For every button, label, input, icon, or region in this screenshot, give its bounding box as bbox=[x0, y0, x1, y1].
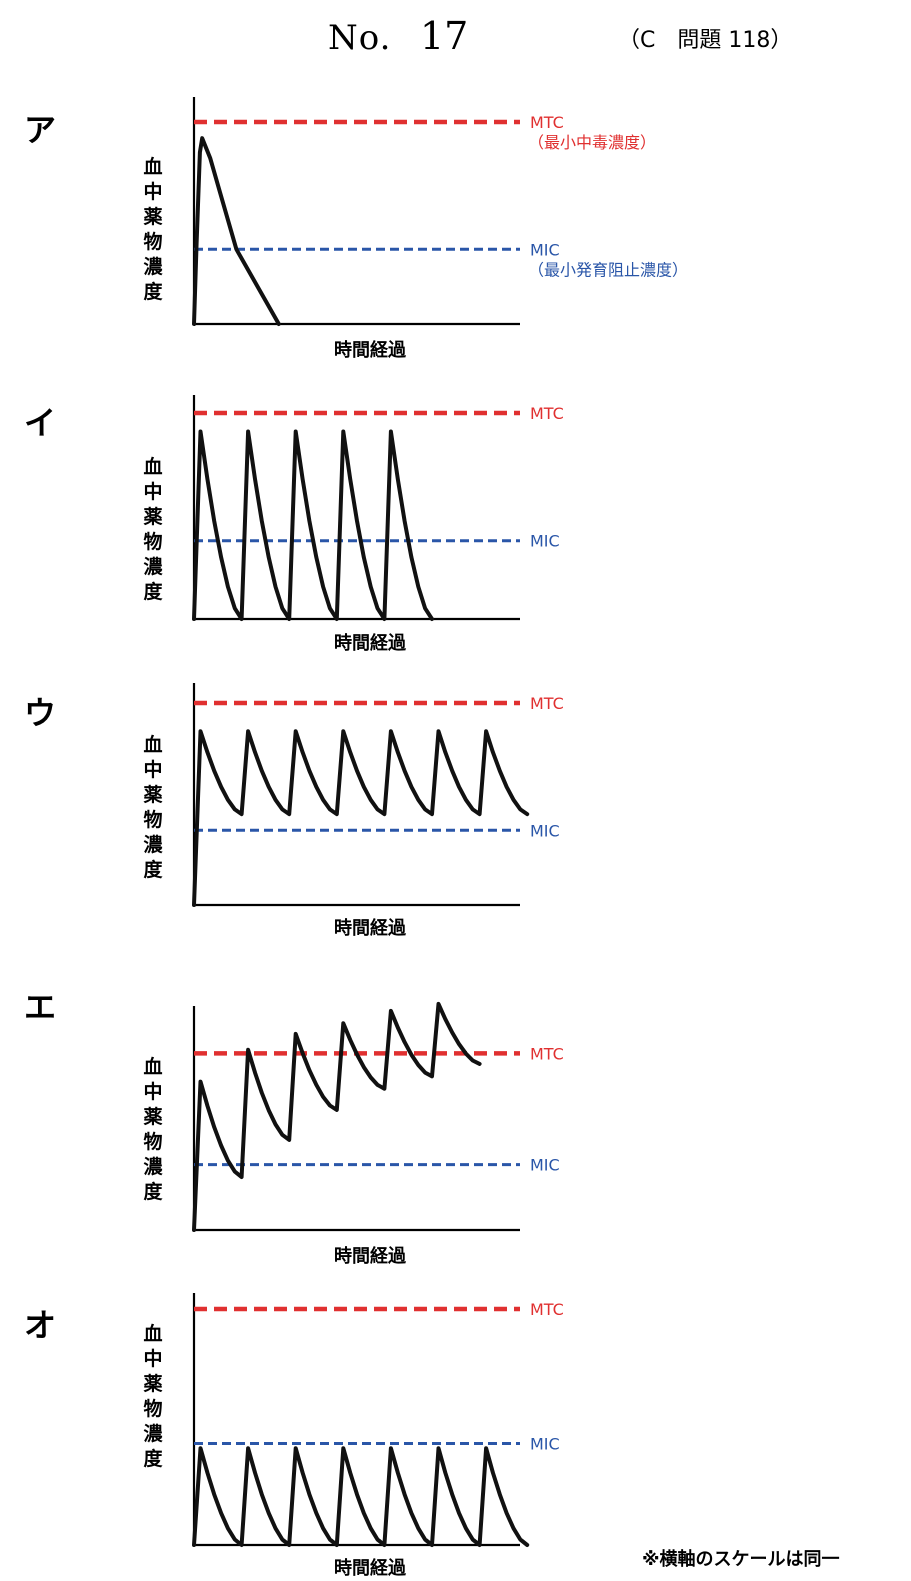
concentration-curve-3 bbox=[192, 1001, 482, 1232]
x-axis-label-o: 時間経過 bbox=[334, 1558, 406, 1579]
concentration-curve-2 bbox=[192, 729, 530, 907]
mic-sublabel-0: （最小発育阻止濃度） bbox=[528, 260, 688, 279]
panel-letter-o: オ bbox=[24, 1306, 57, 1344]
header-number: 17 bbox=[420, 14, 469, 58]
mtc-label-2: MTC bbox=[530, 694, 564, 713]
y-axis-label-u: 血中薬物濃度 bbox=[143, 734, 163, 881]
y-axis-label-e: 血中薬物濃度 bbox=[143, 1056, 163, 1203]
x-axis-label-e: 時間経過 bbox=[334, 1246, 406, 1267]
header-reference: （C 問題 118） bbox=[618, 28, 793, 53]
concentration-curve-4 bbox=[192, 1446, 530, 1547]
mic-label-3: MIC bbox=[530, 1156, 560, 1175]
x-axis-label-u: 時間経過 bbox=[334, 918, 406, 939]
y-axis-label-o: 血中薬物濃度 bbox=[143, 1323, 163, 1470]
axis-scale-footnote: ※横軸のスケールは同一 bbox=[642, 1549, 840, 1570]
panel-letter-a: ア bbox=[24, 111, 57, 149]
mtc-label-4: MTC bbox=[530, 1300, 564, 1319]
y-axis-label-a: 血中薬物濃度 bbox=[143, 156, 163, 303]
mtc-label-3: MTC bbox=[530, 1044, 564, 1063]
mtc-label-1: MTC bbox=[530, 404, 564, 423]
concentration-curve-1 bbox=[192, 429, 434, 621]
mic-label-2: MIC bbox=[530, 821, 560, 840]
concentration-curve-0 bbox=[192, 136, 281, 326]
mic-label-4: MIC bbox=[530, 1435, 560, 1454]
x-axis-label-a: 時間経過 bbox=[334, 340, 406, 361]
header-no-label: No. bbox=[328, 18, 392, 58]
x-axis-label-i: 時間経過 bbox=[334, 633, 406, 654]
panel-letter-u: ウ bbox=[24, 694, 57, 732]
y-axis-label-i: 血中薬物濃度 bbox=[143, 456, 163, 603]
mic-label-0: MIC bbox=[530, 240, 560, 259]
mtc-label-0: MTC bbox=[530, 113, 564, 132]
mic-label-1: MIC bbox=[530, 532, 560, 551]
panel-letter-i: イ bbox=[24, 404, 57, 442]
panel-letter-e: エ bbox=[24, 988, 57, 1026]
mtc-sublabel-0: （最小中毒濃度） bbox=[528, 133, 656, 152]
